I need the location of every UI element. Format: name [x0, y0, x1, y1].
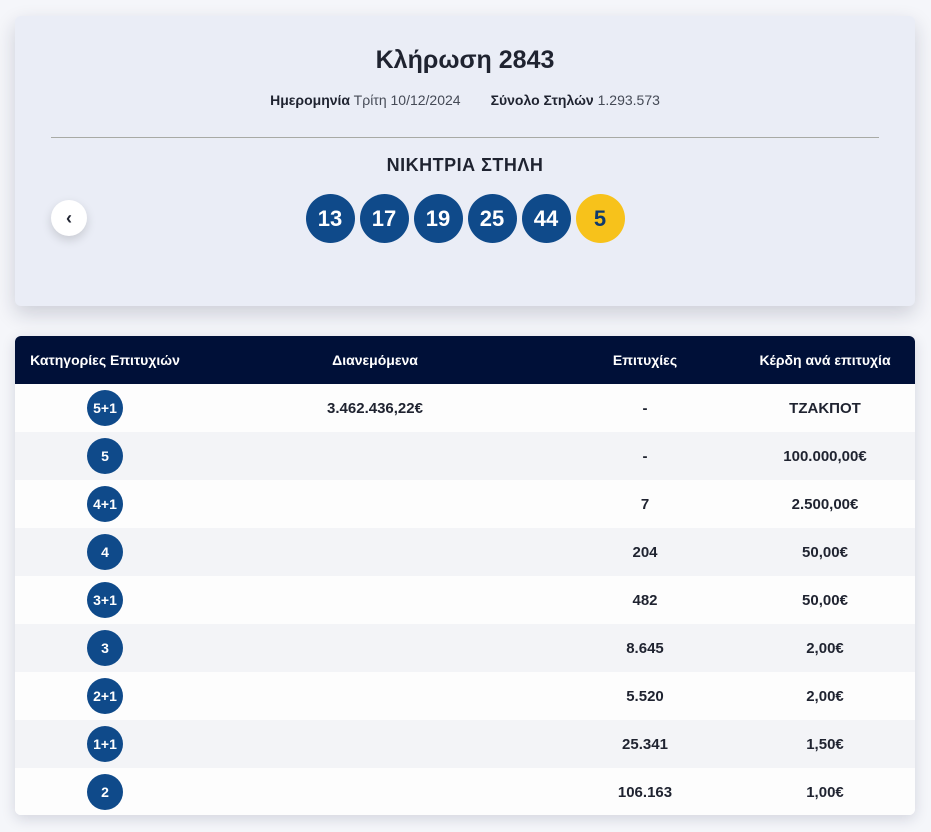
header-categories: Κατηγορίες Επιτυχιών: [30, 352, 180, 368]
category-badge: 1+1: [87, 726, 123, 762]
category-badge: 2: [87, 774, 123, 810]
table-header-row: Κατηγορίες Επιτυχιών Διανεμόμενα Επιτυχί…: [15, 336, 915, 384]
distributed-cell: [195, 528, 555, 576]
table-row: 2+1 5.520 2,00€: [15, 672, 915, 720]
winners-cell: 106.163: [617, 783, 673, 801]
distributed-cell: [195, 432, 555, 480]
winners-cell: -: [642, 447, 648, 465]
columns-label: Σύνολο Στηλών: [490, 92, 594, 108]
number-ball: 44: [521, 194, 571, 243]
header-prize: Κέρδη ανά επιτυχία: [759, 352, 891, 368]
table-row: 4+1 7 2.500,00€: [15, 480, 915, 528]
table-row: 5 - 100.000,00€: [15, 432, 915, 480]
draw-card: Κλήρωση 2843 Ημερομηνία Τρίτη 10/12/2024…: [15, 16, 915, 306]
divider: [51, 137, 879, 138]
winners-cell: 8.645: [626, 639, 664, 657]
columns-value: 1.293.573: [597, 92, 660, 108]
winners-cell: 25.341: [622, 735, 668, 753]
number-ball: 19: [413, 194, 463, 243]
winning-numbers: 13 17 19 25 44 5: [15, 194, 915, 243]
draw-date: Ημερομηνία Τρίτη 10/12/2024: [270, 92, 460, 108]
distributed-cell: [195, 480, 555, 528]
prize-table-card: Κατηγορίες Επιτυχιών Διανεμόμενα Επιτυχί…: [15, 336, 915, 815]
distributed-cell: [195, 720, 555, 768]
draw-columns: Σύνολο Στηλών 1.293.573: [491, 92, 660, 108]
winners-cell: 7: [640, 495, 650, 513]
category-badge: 2+1: [87, 678, 123, 714]
prize-cell: 1,00€: [806, 783, 844, 801]
prize-cell: 2.500,00€: [791, 495, 859, 513]
distributed-cell: [195, 576, 555, 624]
header-distributed: Διανεμόμενα: [332, 352, 418, 368]
draw-title: Κλήρωση 2843: [375, 46, 555, 74]
distributed-cell: [195, 768, 555, 815]
number-ball: 17: [359, 194, 409, 243]
table-row: 2 106.163 1,00€: [15, 768, 915, 815]
distributed-cell: [195, 624, 555, 672]
prize-cell: 2,00€: [806, 639, 844, 657]
prize-cell: 50,00€: [802, 543, 848, 561]
date-label: Ημερομηνία: [270, 92, 351, 108]
prize-cell: 2,00€: [806, 687, 844, 705]
winning-column-title: ΝΙΚΗΤΡΙΑ ΣΤΗΛΗ: [386, 155, 544, 175]
prize-cell: ΤΖΑΚΠΟΤ: [789, 399, 861, 417]
draw-meta: Ημερομηνία Τρίτη 10/12/2024 Σύνολο Στηλώ…: [15, 92, 915, 108]
winners-cell: 204: [632, 543, 658, 561]
table-row: 4 204 50,00€: [15, 528, 915, 576]
category-badge: 3+1: [87, 582, 123, 618]
distributed-cell: [195, 672, 555, 720]
table-row: 3 8.645 2,00€: [15, 624, 915, 672]
prize-cell: 1,50€: [806, 735, 844, 753]
category-badge: 5+1: [87, 390, 123, 426]
category-badge: 3: [87, 630, 123, 666]
chevron-left-icon: ‹: [66, 207, 72, 228]
winners-cell: 5.520: [626, 687, 664, 705]
prize-table: Κατηγορίες Επιτυχιών Διανεμόμενα Επιτυχί…: [15, 336, 915, 815]
number-ball: 25: [467, 194, 517, 243]
bonus-ball: 5: [575, 194, 625, 243]
header-winners: Επιτυχίες: [612, 352, 678, 368]
category-badge: 5: [87, 438, 123, 474]
previous-draw-button[interactable]: ‹: [51, 200, 87, 236]
number-ball: 13: [305, 194, 355, 243]
category-badge: 4: [87, 534, 123, 570]
category-badge: 4+1: [87, 486, 123, 522]
winners-cell: -: [642, 399, 648, 417]
table-row: 5+1 3.462.436,22€ - ΤΖΑΚΠΟΤ: [15, 384, 915, 432]
date-value: Τρίτη 10/12/2024: [353, 92, 461, 108]
winners-cell: 482: [632, 591, 658, 609]
prize-cell: 100.000,00€: [783, 447, 867, 465]
distributed-cell: 3.462.436,22€: [327, 399, 423, 417]
table-row: 1+1 25.341 1,50€: [15, 720, 915, 768]
table-row: 3+1 482 50,00€: [15, 576, 915, 624]
prize-cell: 50,00€: [802, 591, 848, 609]
